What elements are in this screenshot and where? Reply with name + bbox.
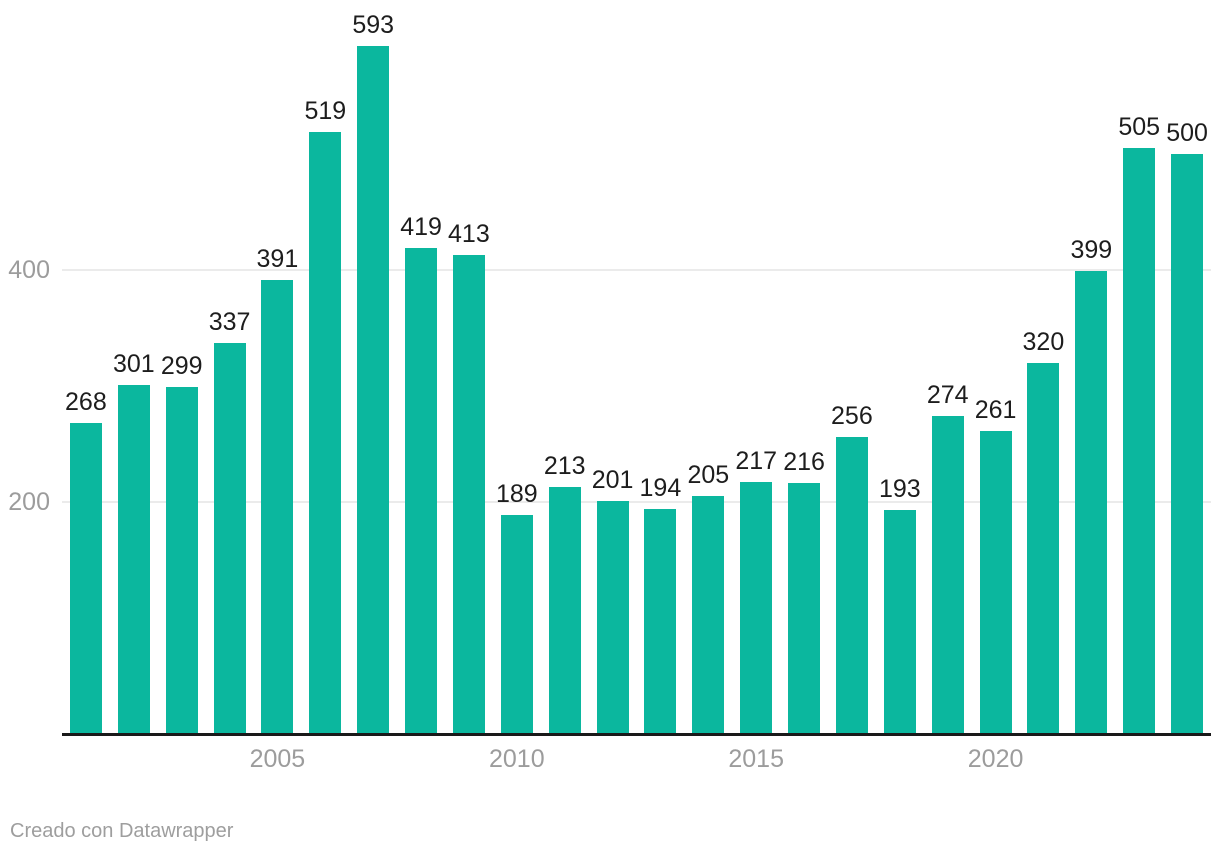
bar-2014[interactable] [692, 496, 725, 734]
value-label-2009: 413 [448, 219, 490, 248]
bar-2022[interactable] [1075, 271, 1108, 734]
value-label-2016: 216 [783, 448, 825, 477]
value-label-2003: 299 [160, 352, 203, 381]
bar-2010[interactable] [500, 514, 533, 734]
bar-2023[interactable] [1123, 148, 1156, 734]
value-label-2017: 256 [831, 402, 873, 430]
x-axis-tick-2015: 2015 [728, 745, 784, 773]
value-label-2018: 193 [878, 475, 921, 504]
bar-2006[interactable] [309, 132, 342, 734]
value-label-2022: 399 [1070, 236, 1113, 265]
bar-2001[interactable] [69, 423, 102, 734]
bar-2003[interactable] [165, 387, 198, 734]
bar-2024[interactable] [1171, 154, 1204, 734]
x-axis-line [62, 732, 1211, 736]
x-axis-tick-2005: 2005 [249, 745, 306, 773]
datawrapper-credit-link[interactable]: Creado con Datawrapper [10, 820, 234, 842]
bar-2009[interactable] [452, 254, 485, 734]
bar-2016[interactable] [788, 483, 821, 734]
value-label-2015: 217 [735, 447, 778, 476]
bar-2021[interactable] [1027, 362, 1060, 734]
bar-2008[interactable] [405, 248, 438, 734]
value-label-2002: 301 [112, 349, 155, 378]
bar-2020[interactable] [979, 431, 1012, 734]
value-label-2019: 274 [926, 381, 969, 410]
bar-2011[interactable] [548, 486, 581, 734]
value-label-2023: 505 [1118, 113, 1161, 142]
value-label-2020: 261 [974, 396, 1017, 425]
value-label-2004: 337 [208, 308, 251, 337]
x-axis-tick-2010: 2010 [488, 745, 545, 773]
bar-2005[interactable] [261, 280, 294, 734]
value-label-2007: 593 [352, 11, 395, 40]
value-label-2012: 201 [591, 465, 634, 494]
value-label-2005: 391 [256, 245, 299, 274]
gridline-400 [62, 269, 1211, 271]
bar-2019[interactable] [931, 416, 964, 734]
bar-2002[interactable] [117, 384, 150, 734]
gridline-200 [62, 501, 1211, 503]
value-label-2014: 205 [687, 461, 730, 490]
value-label-2006: 519 [304, 97, 347, 125]
x-axis-tick-2020: 2020 [967, 745, 1024, 773]
value-label-2001: 268 [65, 388, 107, 417]
bar-2017[interactable] [835, 437, 868, 734]
value-label-2010: 189 [495, 479, 538, 508]
value-label-2013: 194 [639, 474, 682, 502]
bar-2012[interactable] [596, 500, 629, 734]
bar-2015[interactable] [740, 482, 773, 734]
value-label-2011: 213 [543, 451, 586, 480]
bar-2018[interactable] [883, 510, 916, 734]
y-axis-tick-400: 400 [8, 256, 50, 284]
y-axis-tick-200: 200 [8, 488, 50, 516]
value-label-2008: 419 [400, 213, 442, 241]
value-label-2021: 320 [1022, 327, 1065, 356]
bar-2004[interactable] [213, 343, 246, 734]
bar-2007[interactable] [357, 46, 390, 734]
value-label-2024: 500 [1166, 119, 1208, 147]
bar-2013[interactable] [644, 509, 677, 734]
